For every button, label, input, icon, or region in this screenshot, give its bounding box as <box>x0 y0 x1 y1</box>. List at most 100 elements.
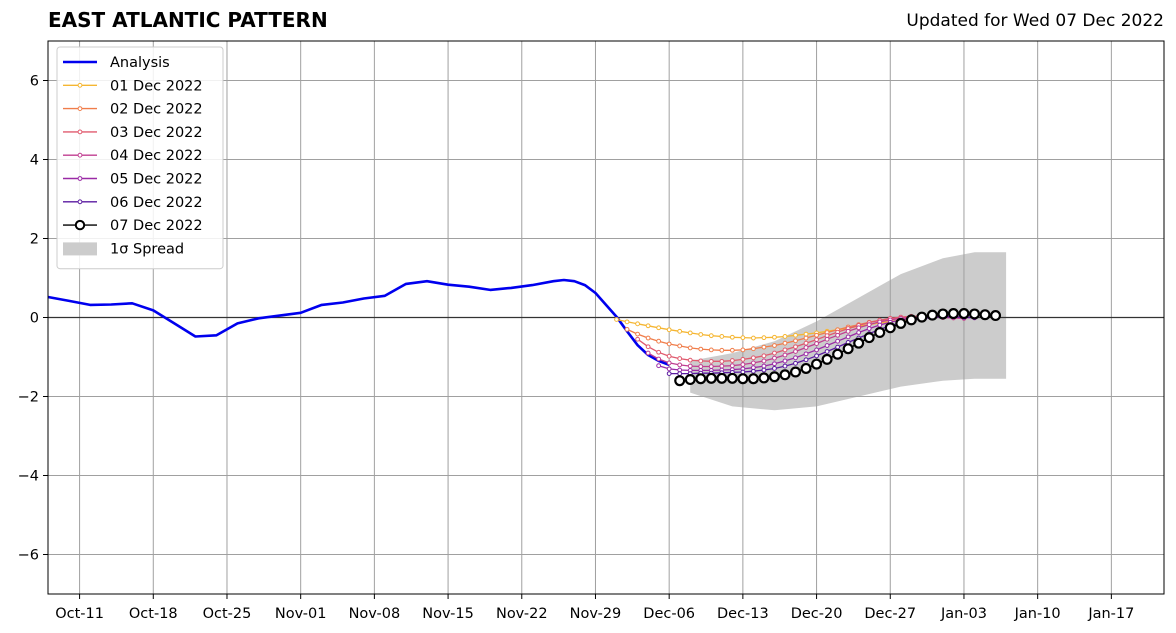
data-point <box>782 352 788 358</box>
data-point <box>772 361 777 367</box>
x-tick-label: Oct-25 <box>203 606 252 622</box>
x-tick-label: Dec-20 <box>791 606 843 622</box>
data-point <box>772 343 777 348</box>
data-point <box>698 332 704 337</box>
data-point <box>674 375 686 387</box>
data-point <box>677 362 683 368</box>
legend-marker <box>77 176 83 181</box>
data-point <box>645 323 651 329</box>
data-point <box>687 330 693 336</box>
legend-label: 1σ Spread <box>110 241 184 257</box>
data-point <box>782 340 788 346</box>
x-tick-label: Nov-01 <box>275 606 327 622</box>
data-point <box>845 334 851 340</box>
data-point <box>782 334 788 339</box>
legend-label: 01 Dec 2022 <box>110 78 203 94</box>
legend-label: 06 Dec 2022 <box>110 195 203 211</box>
data-point <box>666 366 672 372</box>
data-point <box>695 373 707 385</box>
data-point <box>758 372 770 384</box>
y-tick-label: −2 <box>18 390 39 406</box>
data-point <box>803 340 809 346</box>
data-point <box>708 333 714 339</box>
x-tick-label: Nov-15 <box>422 606 474 622</box>
data-point <box>884 322 896 334</box>
data-point <box>835 344 841 350</box>
data-point <box>761 358 767 364</box>
data-point <box>656 363 662 369</box>
data-point <box>747 373 759 385</box>
y-tick-label: 0 <box>30 311 39 327</box>
data-point <box>803 345 809 350</box>
data-point <box>666 371 672 376</box>
data-point <box>624 326 630 332</box>
data-point <box>866 326 872 331</box>
data-point <box>687 345 693 351</box>
data-point <box>656 349 662 355</box>
data-point <box>793 332 798 338</box>
x-tick-label: Jan-17 <box>1087 606 1134 622</box>
data-point <box>845 328 851 334</box>
data-point <box>719 358 725 364</box>
legend-marker <box>77 106 83 111</box>
data-point <box>666 353 672 359</box>
data-point <box>740 347 746 353</box>
data-point <box>895 317 907 329</box>
data-point <box>656 356 662 362</box>
data-point <box>790 366 802 378</box>
data-point <box>772 355 777 361</box>
data-point <box>708 358 714 364</box>
data-point <box>656 338 662 344</box>
data-point <box>990 310 1002 322</box>
x-tick-label: Nov-08 <box>349 606 401 622</box>
data-point <box>814 332 819 338</box>
data-point <box>726 372 738 384</box>
data-point <box>645 344 651 350</box>
data-point <box>824 336 830 342</box>
data-point <box>719 334 725 339</box>
data-point <box>793 349 798 354</box>
data-point <box>729 363 735 369</box>
data-point <box>666 360 672 366</box>
chart-subtitle: Updated for Wed 07 Dec 2022 <box>906 11 1164 31</box>
data-point <box>874 327 886 339</box>
data-point <box>708 364 714 369</box>
data-point <box>782 358 788 364</box>
data-point <box>740 335 746 341</box>
legend-marker <box>77 129 83 135</box>
series-07-dec-2022 <box>674 308 1002 387</box>
y-tick-label: 6 <box>30 74 39 90</box>
data-point <box>687 363 693 369</box>
data-point <box>772 334 777 340</box>
x-tick-label: Dec-27 <box>864 606 916 622</box>
data-point <box>916 311 928 323</box>
y-tick-label: −4 <box>18 469 39 485</box>
data-point <box>761 367 767 373</box>
data-point <box>824 349 830 354</box>
data-point <box>705 372 717 384</box>
data-point <box>803 357 809 363</box>
data-point <box>803 351 809 357</box>
data-point <box>645 335 651 341</box>
data-point <box>666 341 672 347</box>
data-point <box>719 347 725 353</box>
data-point <box>768 371 780 383</box>
data-point <box>750 360 756 366</box>
data-point <box>645 350 651 356</box>
data-point <box>684 374 696 386</box>
x-tick-label: Jan-03 <box>940 606 987 622</box>
legend: Analysis 01 Dec 2022 02 Dec 2022 03 Dec 202… <box>56 46 224 270</box>
data-point <box>624 319 630 325</box>
data-point <box>698 346 704 352</box>
data-point <box>635 321 640 327</box>
legend-label: 07 Dec 2022 <box>110 218 203 234</box>
data-point <box>635 331 640 337</box>
data-point <box>761 335 767 341</box>
data-point <box>814 341 819 346</box>
data-point <box>793 344 798 350</box>
data-point <box>937 308 949 320</box>
data-point <box>677 356 683 361</box>
legend-frame <box>56 46 224 270</box>
data-point <box>811 358 823 370</box>
